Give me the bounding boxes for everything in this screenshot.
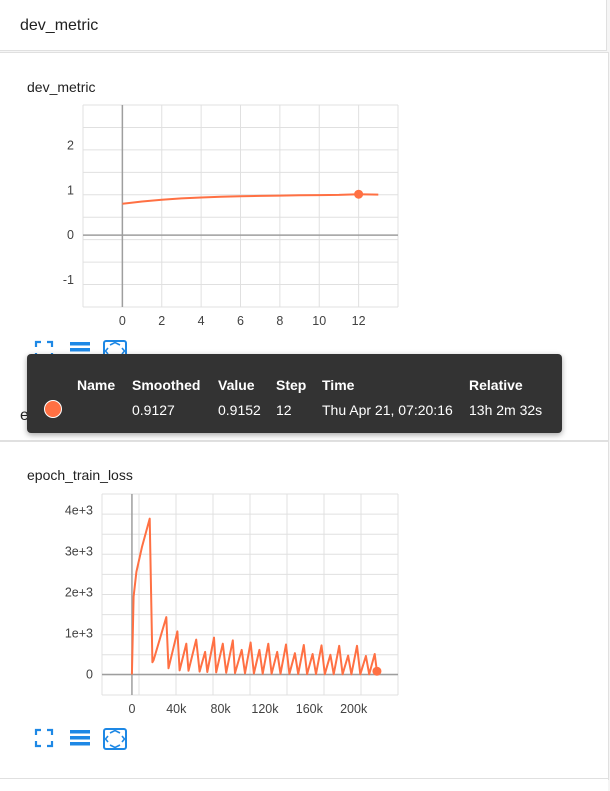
fit-screen-icon [103, 728, 127, 750]
y-tick-label: 4e+3 [65, 503, 93, 517]
tooltip-header-time: Time [322, 377, 355, 393]
tooltip-time: Thu Apr 21, 07:20:16 [322, 402, 453, 418]
x-tick-label: 4 [198, 314, 205, 328]
y-tick-label: 2e+3 [65, 585, 93, 599]
zoom-button[interactable] [103, 728, 127, 750]
tooltip-header-smoothed: Smoothed [132, 377, 201, 393]
section-header-dev-metric[interactable]: dev_metric [0, 0, 607, 51]
tooltip-header-value: Value [218, 377, 255, 393]
section-title: dev_metric [20, 17, 99, 34]
tooltip-header-relative: Relative [469, 377, 523, 393]
x-tick-label: 8 [276, 314, 283, 328]
chart-title: dev_metric [27, 79, 96, 95]
x-tick-label: 6 [237, 314, 244, 328]
tooltip-header-step: Step [276, 377, 307, 393]
x-tick-label: 10 [312, 314, 326, 328]
y-tick-label: -1 [63, 273, 74, 287]
x-tick-label: 2 [158, 314, 165, 328]
toggle-log-scale-button[interactable] [69, 728, 91, 750]
x-tick-label: 160k [296, 702, 324, 716]
y-tick-label: 0 [67, 228, 74, 242]
x-tick-label: 0 [119, 314, 126, 328]
series-line [122, 193, 379, 205]
highlight-point [372, 666, 382, 676]
fit-domain-button[interactable] [34, 728, 56, 750]
x-tick-label: 12 [352, 314, 366, 328]
y-tick-label: 1 [67, 183, 74, 197]
fullscreen-icon [34, 340, 54, 360]
y-tick-label: 1e+3 [65, 626, 93, 640]
x-tick-label: 80k [211, 702, 232, 716]
chart-card-dev-metric: dev_metric [0, 52, 609, 392]
fullscreen-icon [34, 728, 54, 748]
list-icon [70, 730, 90, 746]
y-tick-label: 0 [86, 667, 93, 681]
y-tick-label: 3e+3 [65, 544, 93, 558]
fit-domain-button[interactable] [34, 340, 56, 362]
tooltip-value: 0.9152 [218, 402, 261, 418]
x-tick-label: 40k [166, 702, 187, 716]
hover-tooltip: Name Smoothed Value Step Time Relative 0… [27, 354, 562, 433]
next-card-edge [0, 778, 608, 791]
epoch-train-loss-chart[interactable]: 0 40k 80k 120k 160k 200k 4e+3 3e+3 2e+3 1e+3 0 [0, 488, 610, 728]
highlight-point [354, 189, 364, 199]
tooltip-step: 12 [276, 402, 292, 418]
y-tick-label: 2 [67, 138, 74, 152]
x-tick-label: 200k [340, 702, 368, 716]
tooltip-header-name: Name [77, 377, 116, 393]
tooltip-smoothed-value: 0.9127 [132, 402, 175, 418]
chart-title: epoch_train_loss [27, 467, 133, 483]
x-tick-label: 0 [128, 702, 135, 716]
series-color-dot [44, 400, 62, 418]
x-tick-label: 120k [251, 702, 279, 716]
series-line [130, 517, 378, 676]
tooltip-relative: 13h 2m 32s [469, 402, 543, 418]
